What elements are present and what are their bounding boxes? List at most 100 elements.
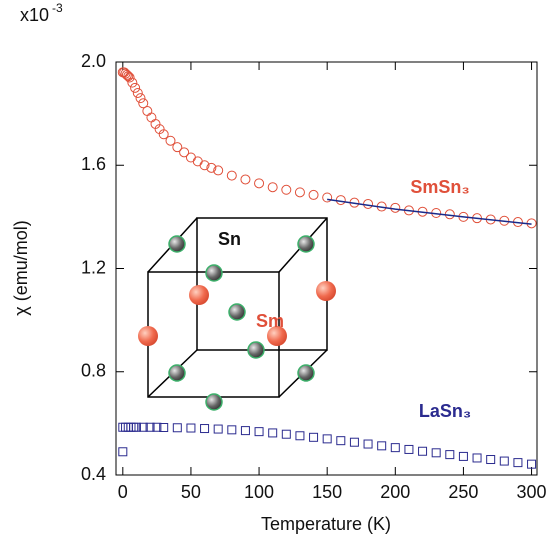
- data-point: [179, 147, 190, 158]
- data-point: [118, 422, 128, 432]
- data-point: [152, 422, 162, 432]
- data-point: [295, 431, 305, 441]
- data-point: [165, 135, 176, 146]
- data-point: [281, 429, 291, 439]
- data-point: [322, 434, 332, 444]
- data-point: [254, 427, 264, 437]
- y-axis-label: χ (emu/mol): [11, 220, 31, 315]
- series-label: LaSn₃: [419, 401, 471, 421]
- sn-atom: [297, 364, 315, 382]
- x-tick-label: 250: [448, 482, 478, 502]
- data-point: [146, 112, 157, 123]
- sn-atom: [168, 364, 186, 382]
- sn-atom: [168, 235, 186, 253]
- atoms: [168, 235, 315, 411]
- data-point: [445, 450, 455, 460]
- data-point: [213, 424, 223, 434]
- data-point: [138, 98, 149, 109]
- data-point: [192, 156, 203, 167]
- data-point: [309, 432, 319, 442]
- sn-atom: [297, 235, 315, 253]
- x-tick-label: 50: [181, 482, 201, 502]
- sn-atom: [205, 264, 223, 282]
- series-label: SmSn₃: [410, 177, 469, 197]
- x-axis-label: Temperature (K): [261, 514, 391, 534]
- fit-line: [327, 198, 532, 225]
- data-point: [240, 426, 250, 436]
- data-point: [294, 187, 305, 198]
- data-point: [458, 451, 468, 461]
- data-point: [418, 446, 428, 456]
- data-point: [129, 422, 139, 432]
- sn-atom: [247, 341, 265, 359]
- data-point: [206, 162, 217, 173]
- data-point: [186, 423, 196, 433]
- sn-atom: [228, 303, 246, 321]
- data-point: [227, 425, 237, 435]
- data-point: [240, 174, 251, 185]
- data-point: [308, 189, 319, 200]
- data-point: [281, 184, 292, 195]
- y-tick-label: 0.8: [81, 361, 106, 381]
- data-point: [431, 448, 441, 458]
- data-point: [363, 439, 373, 449]
- data-point: [127, 77, 138, 88]
- multiplier: x10: [20, 5, 49, 25]
- y-tick-label: 2.0: [81, 51, 106, 71]
- data-point: [267, 182, 278, 193]
- multiplier-exponent: -3: [52, 1, 63, 15]
- data-point: [377, 441, 387, 451]
- x-tick-label: 0: [118, 482, 128, 502]
- y-tick-label: 0.4: [81, 464, 106, 484]
- data-point: [132, 87, 143, 98]
- data-point: [527, 459, 537, 469]
- data-point: [185, 152, 196, 163]
- data-point: [172, 423, 182, 433]
- data-point: [486, 455, 496, 465]
- data-point: [121, 69, 132, 80]
- sn-atom: [205, 393, 223, 411]
- x-tick-label: 150: [312, 482, 342, 502]
- sm-atom: [316, 281, 336, 301]
- data-point: [200, 424, 210, 434]
- data-point: [199, 160, 210, 171]
- data-point: [363, 198, 374, 209]
- data-point: [472, 453, 482, 463]
- data-point: [126, 422, 136, 432]
- data-point: [336, 436, 346, 446]
- sn-label: Sn: [218, 229, 241, 249]
- data-point: [121, 422, 131, 432]
- sm-label: Sm: [256, 311, 284, 331]
- data-point: [145, 422, 155, 432]
- data-point: [135, 93, 146, 104]
- data-point: [404, 444, 414, 454]
- data-point: [123, 422, 133, 432]
- data-point: [142, 106, 153, 117]
- sm-atom: [138, 326, 158, 346]
- y-tick-label: 1.6: [81, 154, 106, 174]
- data-point: [213, 165, 224, 176]
- data-point: [172, 142, 183, 153]
- data-point: [131, 422, 141, 432]
- data-point: [159, 423, 169, 433]
- sm-atoms: [138, 281, 336, 346]
- data-point: [226, 170, 237, 181]
- data-point: [513, 458, 523, 468]
- data-point: [322, 192, 333, 203]
- x-tick-label: 300: [517, 482, 547, 502]
- data-point: [124, 72, 135, 83]
- sm-atom: [189, 285, 209, 305]
- data-point: [349, 437, 359, 447]
- sm-atom: [267, 326, 287, 346]
- data-point: [158, 129, 169, 140]
- data-point: [499, 456, 509, 466]
- data-point: [268, 428, 278, 438]
- y-tick-label: 1.2: [81, 257, 106, 277]
- data-point: [118, 447, 128, 457]
- data-point: [254, 178, 265, 189]
- data-point: [390, 202, 401, 213]
- data-point: [390, 443, 400, 453]
- x-tick-label: 100: [244, 482, 274, 502]
